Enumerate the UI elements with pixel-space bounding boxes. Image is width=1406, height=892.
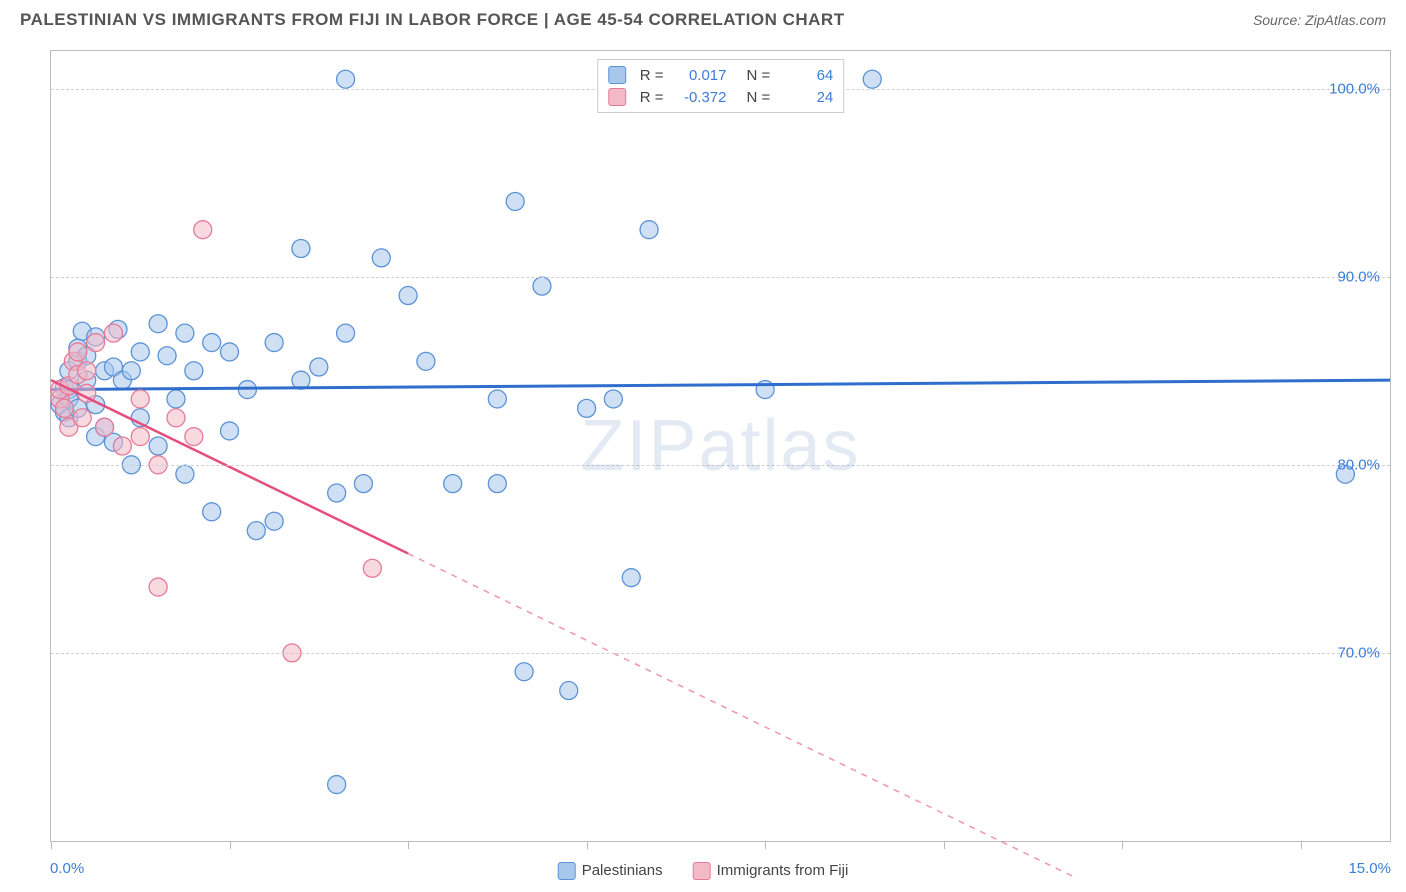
n-value: 24 bbox=[778, 89, 833, 106]
data-point bbox=[622, 569, 640, 587]
correlation-legend: R = 0.017 N = 64 R = -0.372 N = 24 bbox=[597, 59, 845, 113]
r-label: R = bbox=[640, 89, 664, 106]
x-tick bbox=[230, 841, 231, 849]
data-point bbox=[506, 192, 524, 210]
data-point bbox=[310, 358, 328, 376]
data-point bbox=[265, 512, 283, 530]
data-point bbox=[247, 522, 265, 540]
r-value: 0.017 bbox=[672, 67, 727, 84]
data-point bbox=[337, 70, 355, 88]
data-point bbox=[78, 362, 96, 380]
x-tick bbox=[587, 841, 588, 849]
data-point bbox=[96, 418, 114, 436]
series-legend: Palestinians Immigrants from Fiji bbox=[558, 862, 849, 880]
data-point bbox=[533, 277, 551, 295]
data-point bbox=[221, 343, 239, 361]
data-point bbox=[149, 437, 167, 455]
n-value: 64 bbox=[778, 67, 833, 84]
data-point bbox=[203, 503, 221, 521]
legend-item: Immigrants from Fiji bbox=[693, 862, 849, 880]
data-point bbox=[176, 324, 194, 342]
trend-line-dashed bbox=[408, 554, 1078, 879]
data-point bbox=[185, 362, 203, 380]
data-point bbox=[863, 70, 881, 88]
data-point bbox=[560, 682, 578, 700]
chart-title: PALESTINIAN VS IMMIGRANTS FROM FIJI IN L… bbox=[20, 10, 845, 30]
legend-swatch bbox=[608, 88, 626, 106]
data-point bbox=[203, 334, 221, 352]
x-tick bbox=[1122, 841, 1123, 849]
x-tick bbox=[765, 841, 766, 849]
data-point bbox=[69, 343, 87, 361]
gridline bbox=[51, 277, 1390, 278]
r-value: -0.372 bbox=[672, 89, 727, 106]
data-point bbox=[131, 428, 149, 446]
data-point bbox=[158, 347, 176, 365]
data-point bbox=[194, 221, 212, 239]
data-point bbox=[167, 409, 185, 427]
legend-row: R = 0.017 N = 64 bbox=[608, 64, 834, 86]
data-point bbox=[328, 484, 346, 502]
data-point bbox=[292, 240, 310, 258]
legend-row: R = -0.372 N = 24 bbox=[608, 86, 834, 108]
x-tick bbox=[1301, 841, 1302, 849]
data-point bbox=[363, 559, 381, 577]
data-point bbox=[149, 578, 167, 596]
data-point bbox=[131, 343, 149, 361]
data-point bbox=[417, 352, 435, 370]
data-point bbox=[149, 315, 167, 333]
data-point bbox=[122, 362, 140, 380]
data-point bbox=[372, 249, 390, 267]
gridline bbox=[51, 465, 1390, 466]
legend-label: Immigrants from Fiji bbox=[717, 862, 849, 879]
y-tick-label: 90.0% bbox=[1337, 268, 1380, 285]
data-point bbox=[221, 422, 239, 440]
n-label: N = bbox=[747, 67, 771, 84]
data-point bbox=[328, 776, 346, 794]
data-point bbox=[604, 390, 622, 408]
data-point bbox=[578, 399, 596, 417]
data-point bbox=[104, 324, 122, 342]
data-point bbox=[55, 399, 73, 417]
data-point bbox=[265, 334, 283, 352]
n-label: N = bbox=[747, 89, 771, 106]
legend-swatch bbox=[558, 862, 576, 880]
y-tick-label: 100.0% bbox=[1329, 80, 1380, 97]
legend-label: Palestinians bbox=[582, 862, 663, 879]
data-point bbox=[640, 221, 658, 239]
y-tick-label: 80.0% bbox=[1337, 456, 1380, 473]
legend-swatch bbox=[693, 862, 711, 880]
data-point bbox=[176, 465, 194, 483]
data-point bbox=[354, 475, 372, 493]
data-point bbox=[444, 475, 462, 493]
data-point bbox=[337, 324, 355, 342]
data-point bbox=[167, 390, 185, 408]
data-point bbox=[113, 437, 131, 455]
x-max-label: 15.0% bbox=[1348, 860, 1391, 877]
data-point bbox=[488, 475, 506, 493]
x-tick bbox=[944, 841, 945, 849]
x-tick bbox=[408, 841, 409, 849]
data-point bbox=[488, 390, 506, 408]
data-point bbox=[87, 334, 105, 352]
data-point bbox=[73, 409, 91, 427]
scatter-plot-svg bbox=[51, 51, 1390, 841]
source-attribution: Source: ZipAtlas.com bbox=[1253, 12, 1386, 28]
y-tick-label: 70.0% bbox=[1337, 644, 1380, 661]
x-min-label: 0.0% bbox=[50, 860, 84, 877]
data-point bbox=[399, 287, 417, 305]
data-point bbox=[515, 663, 533, 681]
r-label: R = bbox=[640, 67, 664, 84]
legend-item: Palestinians bbox=[558, 862, 663, 880]
data-point bbox=[185, 428, 203, 446]
gridline bbox=[51, 653, 1390, 654]
x-tick bbox=[51, 841, 52, 849]
legend-swatch bbox=[608, 66, 626, 84]
chart-plot-area: ZIPatlas R =0.017N =64R =-0.372N =24 70.… bbox=[50, 50, 1391, 842]
data-point bbox=[131, 390, 149, 408]
trend-line-solid bbox=[51, 380, 408, 553]
